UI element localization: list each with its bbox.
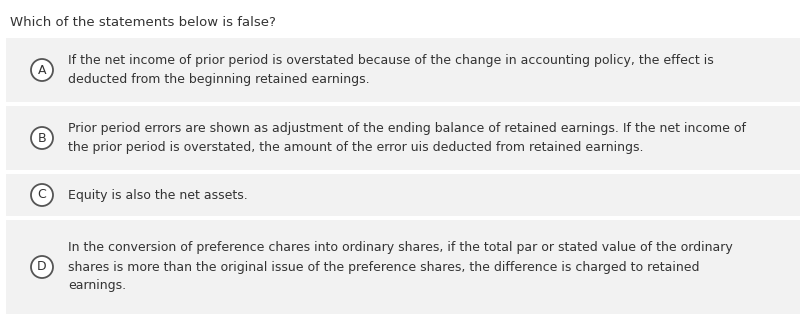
FancyBboxPatch shape [6, 106, 800, 170]
Text: In the conversion of preference chares into ordinary shares, if the total par or: In the conversion of preference chares i… [68, 242, 733, 255]
Circle shape [31, 184, 53, 206]
FancyBboxPatch shape [6, 174, 800, 216]
Text: shares is more than the original issue of the preference shares, the difference : shares is more than the original issue o… [68, 261, 700, 274]
Text: earnings.: earnings. [68, 279, 126, 293]
Text: C: C [38, 189, 47, 202]
Circle shape [31, 59, 53, 81]
Text: Equity is also the net assets.: Equity is also the net assets. [68, 189, 247, 202]
Text: Which of the statements below is false?: Which of the statements below is false? [10, 16, 276, 29]
Text: the prior period is overstated, the amount of the error uis deducted from retain: the prior period is overstated, the amou… [68, 141, 643, 154]
Text: If the net income of prior period is overstated because of the change in account: If the net income of prior period is ove… [68, 54, 714, 67]
Text: Prior period errors are shown as adjustment of the ending balance of retained ea: Prior period errors are shown as adjustm… [68, 122, 746, 135]
Circle shape [31, 127, 53, 149]
Text: D: D [37, 261, 47, 274]
Circle shape [31, 256, 53, 278]
FancyBboxPatch shape [6, 220, 800, 314]
Text: deducted from the beginning retained earnings.: deducted from the beginning retained ear… [68, 73, 370, 86]
Text: B: B [38, 131, 46, 144]
Text: A: A [38, 64, 46, 77]
FancyBboxPatch shape [6, 38, 800, 102]
